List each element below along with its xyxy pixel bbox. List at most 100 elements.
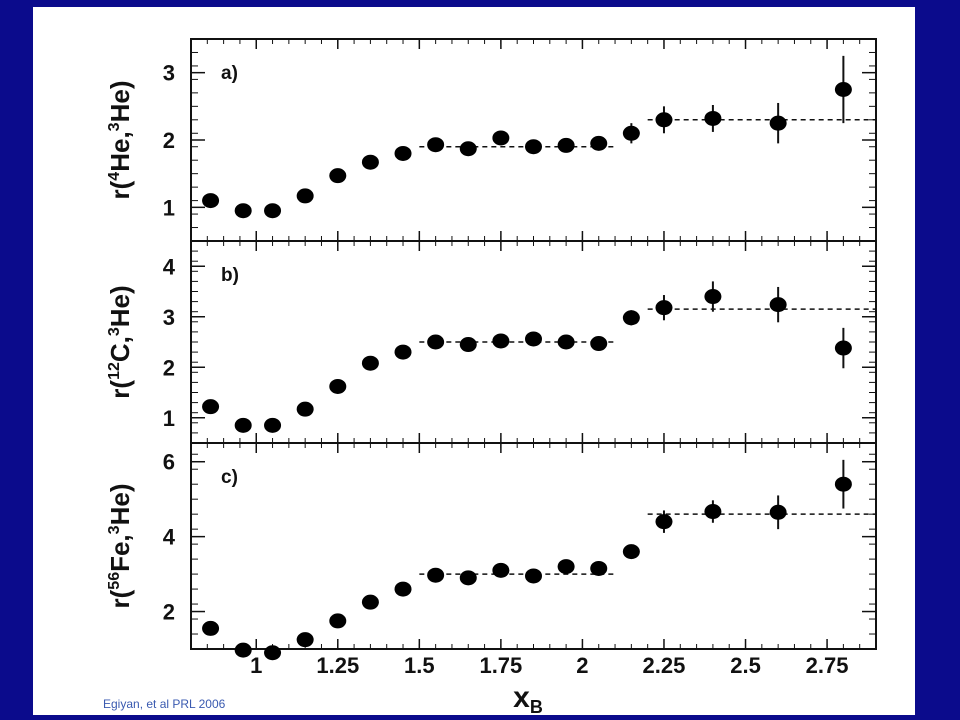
x-tick-label: 1.75 xyxy=(479,653,522,678)
x-tick-label: 2.5 xyxy=(730,653,761,678)
data-point xyxy=(296,632,314,648)
panel-label: a) xyxy=(221,63,238,84)
data-point xyxy=(622,310,640,326)
data-point xyxy=(264,203,282,219)
data-point xyxy=(329,613,347,629)
x-tick-label: 2.75 xyxy=(806,653,849,678)
data-point xyxy=(655,514,673,530)
data-point xyxy=(622,125,640,141)
panel-frame xyxy=(190,442,877,650)
y-label-text: r( xyxy=(105,589,135,608)
y-tick-label: 1 xyxy=(163,406,175,431)
x-tick-label: 1 xyxy=(250,653,262,678)
data-point xyxy=(492,562,510,578)
data-point xyxy=(361,355,379,371)
y-tick-label: 2 xyxy=(163,355,175,380)
data-point xyxy=(234,417,252,433)
data-point xyxy=(361,154,379,170)
y-label-superscript: 3 xyxy=(106,525,123,534)
y-label-text: r( xyxy=(105,180,135,199)
y-label-text: He) xyxy=(105,285,135,327)
data-point xyxy=(834,340,852,356)
data-point xyxy=(655,300,673,316)
data-point xyxy=(296,401,314,417)
data-point xyxy=(525,568,542,584)
y-label-superscript: 4 xyxy=(106,172,123,181)
y-tick-label: 2 xyxy=(163,128,175,153)
data-point xyxy=(769,115,787,131)
data-point xyxy=(427,567,445,583)
y-label-superscript: 56 xyxy=(106,572,123,590)
panel-label: c) xyxy=(221,467,238,488)
slide: 1 2 3 a) r(4He,3He) 1 2 3 4 b) r(12C,3He) 2 4 6 c) r(56… xyxy=(33,7,915,715)
data-point xyxy=(427,137,445,153)
data-point xyxy=(459,141,477,157)
data-point xyxy=(704,110,722,126)
y-label-text: He) xyxy=(105,81,135,123)
y-label-superscript: 3 xyxy=(106,122,123,131)
y-axis-label: r(4He,3He) xyxy=(105,81,135,200)
data-point xyxy=(590,560,608,576)
data-point xyxy=(394,581,412,597)
y-label-superscript: 3 xyxy=(106,327,123,336)
data-point xyxy=(202,399,220,415)
panel-1: 1 2 3 a) r(4He,3He) xyxy=(105,38,877,242)
data-point xyxy=(590,336,608,352)
y-tick-label: 2 xyxy=(163,600,175,625)
y-tick-label: 3 xyxy=(163,61,175,86)
data-point xyxy=(557,137,575,153)
y-tick-label: 4 xyxy=(163,525,176,550)
x-label-text: x xyxy=(513,681,530,714)
data-point xyxy=(202,193,220,209)
data-point xyxy=(234,203,252,219)
data-point xyxy=(329,378,347,394)
x-tick-label: 2 xyxy=(576,653,588,678)
y-label-text: C, xyxy=(105,336,135,362)
citation: Egiyan, et al PRL 2006 xyxy=(103,697,226,711)
x-tick-label: 2.25 xyxy=(643,653,686,678)
y-axis-label: r(12C,3He) xyxy=(105,285,135,398)
panel-3: 2 4 6 c) r(56Fe,3He) xyxy=(105,442,877,661)
data-point xyxy=(704,504,722,520)
data-point xyxy=(329,168,347,184)
y-label-text: r( xyxy=(105,380,135,399)
data-point xyxy=(459,337,477,353)
data-point xyxy=(834,476,852,492)
data-point xyxy=(525,331,542,347)
data-point xyxy=(492,333,510,349)
data-point xyxy=(264,417,282,433)
data-point xyxy=(361,594,379,610)
x-tick-label: 1.5 xyxy=(404,653,435,678)
data-point xyxy=(234,642,252,658)
data-point xyxy=(704,289,722,305)
y-tick-label: 4 xyxy=(163,254,176,279)
data-point xyxy=(427,334,445,350)
data-point xyxy=(557,559,575,575)
data-point xyxy=(492,130,510,146)
y-label-text: He) xyxy=(105,484,135,526)
y-tick-label: 6 xyxy=(163,450,175,475)
x-tick-label: 1.25 xyxy=(316,653,359,678)
x-label-subscript: B xyxy=(530,697,543,715)
data-point xyxy=(202,620,220,636)
data-point xyxy=(296,188,314,204)
data-point xyxy=(557,334,575,350)
y-label-superscript: 12 xyxy=(106,362,123,380)
data-point xyxy=(769,504,787,520)
y-axis-label: r(56Fe,3He) xyxy=(105,484,135,609)
data-point xyxy=(834,82,852,97)
data-point xyxy=(525,139,542,155)
data-point xyxy=(769,297,787,313)
data-point xyxy=(394,145,412,161)
x-axis-label: xB xyxy=(513,681,543,715)
data-point xyxy=(655,112,673,128)
data-point xyxy=(264,645,282,661)
panel-label: b) xyxy=(221,265,239,286)
data-point xyxy=(459,570,477,586)
y-label-text: Fe, xyxy=(105,534,135,572)
y-tick-label: 1 xyxy=(163,195,175,220)
y-tick-label: 3 xyxy=(163,305,175,330)
data-point xyxy=(622,544,640,560)
